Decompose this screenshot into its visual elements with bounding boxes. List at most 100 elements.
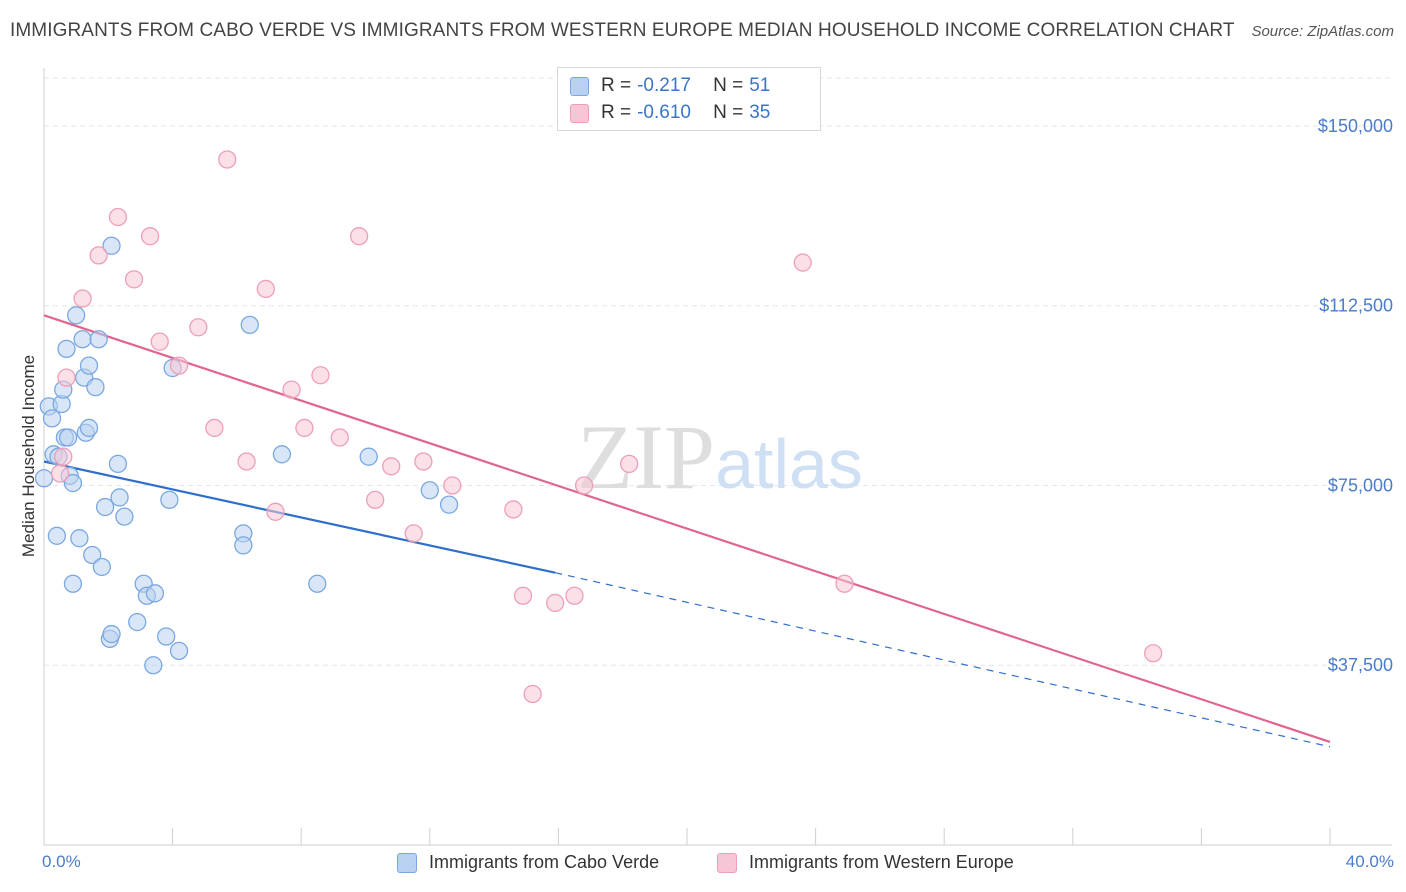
cabo-verde-point [34, 469, 54, 488]
trend-line [43, 460, 556, 574]
y-tick-labels: $37,500 $75,000 $112,500 $150,000 [1318, 116, 1393, 675]
chart-title: IMMIGRANTS FROM CABO VERDE VS IMMIGRANTS… [10, 20, 1235, 41]
cabo-verde-point [157, 627, 176, 646]
axes [43, 68, 1392, 846]
cabo-verde-point [92, 557, 112, 577]
western-europe-point [50, 464, 70, 483]
cabo-verde-point [86, 378, 105, 397]
series-legend-cabo-verde: Immigrants from Cabo Verde [397, 852, 659, 873]
trend-line-extension [555, 572, 1331, 748]
western-europe-point [523, 684, 542, 704]
western-europe-point [565, 586, 584, 605]
legend-r-label: R = [601, 102, 632, 123]
watermark-atlas: atlas [715, 425, 863, 503]
cabo-verde-point [42, 409, 62, 428]
legend-swatch-cabo-verde [570, 76, 589, 96]
series-legend-western-europe: Immigrants from Western Europe [717, 852, 1014, 873]
x-axis-min-label: 0.0% [42, 852, 81, 871]
cabo-verde-point [95, 497, 115, 517]
western-europe-point [835, 574, 854, 593]
western-europe-point [237, 452, 256, 471]
watermark-zip: ZIP [577, 406, 715, 508]
western-europe-point [89, 246, 108, 265]
western-europe-point [218, 150, 237, 169]
western-europe-point [266, 502, 285, 521]
cabo-verde-point [160, 490, 179, 510]
cabo-verde-point [73, 330, 92, 349]
legend-n-label: N = [713, 75, 744, 96]
y-tick-label: $150,000 [1318, 116, 1393, 136]
cabo-verde-point [79, 418, 99, 438]
cabo-verde-point [308, 574, 327, 593]
series-label-western-europe: Immigrants from Western Europe [749, 852, 1014, 872]
western-europe-point [365, 490, 385, 510]
western-europe-point [108, 207, 128, 227]
western-europe-point [443, 476, 462, 495]
western-europe-point [546, 593, 565, 613]
y-tick-label: $112,500 [1319, 296, 1393, 316]
cabo-verde-point [67, 306, 86, 325]
trend-line [43, 314, 1331, 743]
chart-source: Source: ZipAtlas.com [1251, 23, 1394, 40]
x-axis-max-label: 40.0% [1345, 852, 1394, 871]
legend-r-label: R = [601, 75, 632, 96]
cabo-verde-point [63, 473, 83, 493]
western-europe-point [205, 418, 224, 438]
western-europe-point [57, 368, 76, 387]
western-europe-point [295, 418, 314, 438]
western-europe-point [140, 227, 160, 246]
watermark: ZIPatlas [577, 406, 863, 508]
y-tick-label: $37,500 [1328, 655, 1393, 675]
western-europe-point [382, 457, 401, 476]
western-europe-point [256, 279, 275, 299]
legend-swatch-western-europe [570, 103, 589, 123]
cabo-verde-point [240, 315, 259, 335]
western-europe-point [513, 586, 533, 605]
western-europe-point [311, 366, 330, 385]
western-europe-point [54, 447, 73, 466]
western-europe-point [414, 452, 433, 471]
cabo-verde-point [57, 339, 76, 358]
series-swatch-western-europe [717, 852, 737, 873]
western-europe-point [404, 524, 423, 543]
stats-legend: R = -0.217 N = 51 R = -0.610 N = 35 [557, 67, 821, 131]
cabo-verde-point [144, 656, 163, 675]
western-europe-point [504, 500, 523, 519]
cabo-verde-point [70, 529, 89, 548]
cabo-verde-point [89, 330, 108, 349]
cabo-verde-point [145, 584, 165, 603]
series-label-cabo-verde: Immigrants from Cabo Verde [429, 852, 660, 872]
cabo-verde-point [272, 445, 292, 464]
western-europe-point [169, 356, 189, 375]
western-europe-point [619, 454, 639, 474]
cabo-verde-point [63, 574, 83, 593]
legend-n-label: N = [713, 102, 744, 123]
western-europe-point [73, 289, 92, 308]
legend-r-value: -0.217 [637, 75, 691, 96]
cabo-verde-point [79, 356, 99, 375]
western-europe-point [330, 428, 349, 447]
cabo-verde-point [128, 612, 147, 632]
legend-r-value: -0.610 [637, 102, 691, 123]
trend-lines [43, 314, 1331, 748]
cabo-verde-point [110, 488, 129, 507]
western-europe-point [150, 332, 169, 351]
cabo-verde-point [108, 454, 128, 474]
cabo-verde-point [439, 495, 459, 514]
western-europe-point [574, 476, 594, 495]
western-europe-point [124, 270, 144, 289]
cabo-verde-point [234, 536, 253, 555]
gridlines [44, 77, 1392, 666]
legend-n-value: 51 [749, 75, 771, 96]
western-europe-point [282, 380, 301, 399]
legend-row-western-europe: R = -0.610 N = 35 [570, 100, 770, 126]
western-europe-point [793, 253, 812, 272]
legend-n-value: 35 [749, 102, 771, 123]
western-europe-point [1144, 644, 1163, 663]
cabo-verde-point [169, 641, 189, 661]
cabo-verde-point [102, 236, 121, 255]
cabo-verde-point [83, 545, 102, 565]
legend-row-cabo-verde: R = -0.217 N = 51 [570, 73, 770, 99]
cabo-verde-point [47, 526, 67, 545]
